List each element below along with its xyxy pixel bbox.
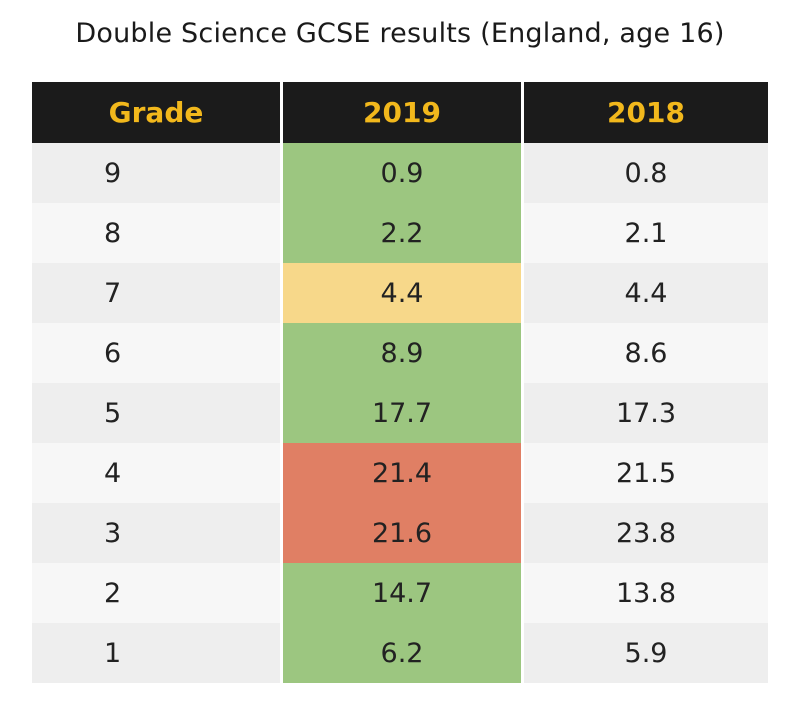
table-row: 3 21.6 23.8 [32,503,768,563]
value-2019-cell: 21.4 [283,443,521,503]
chart-title: Double Science GCSE results (England, ag… [75,18,725,49]
grade-cell: 9 [32,143,280,203]
header-grade: Grade [32,82,280,143]
grade-cell: 4 [32,443,280,503]
value-2018-cell: 13.8 [524,563,768,623]
table-row: 4 21.4 21.5 [32,443,768,503]
value-2019-cell: 14.7 [283,563,521,623]
value-2019-cell: 21.6 [283,503,521,563]
value-2019-cell: 0.9 [283,143,521,203]
value-2019-cell: 6.2 [283,623,521,683]
table-row: 1 6.2 5.9 [32,623,768,683]
value-2018-cell: 23.8 [524,503,768,563]
grade-cell: 8 [32,203,280,263]
table-row: 7 4.4 4.4 [32,263,768,323]
value-2018-cell: 4.4 [524,263,768,323]
value-2019-cell: 4.4 [283,263,521,323]
grade-cell: 2 [32,563,280,623]
value-2018-cell: 21.5 [524,443,768,503]
value-2018-cell: 2.1 [524,203,768,263]
table-header-row: Grade 2019 2018 [32,82,768,143]
value-2018-cell: 0.8 [524,143,768,203]
table-body: 9 0.9 0.8 8 2.2 2.1 7 4.4 4.4 6 8.9 8.6 5 17.7 17.3 4 21… [32,143,768,683]
table-row: 6 8.9 8.6 [32,323,768,383]
header-2019: 2019 [283,82,521,143]
value-2018-cell: 8.6 [524,323,768,383]
grade-cell: 6 [32,323,280,383]
grade-cell: 3 [32,503,280,563]
value-2018-cell: 5.9 [524,623,768,683]
grade-cell: 7 [32,263,280,323]
table-row: 8 2.2 2.1 [32,203,768,263]
value-2019-cell: 2.2 [283,203,521,263]
grade-cell: 1 [32,623,280,683]
table-row: 9 0.9 0.8 [32,143,768,203]
value-2018-cell: 17.3 [524,383,768,443]
table-row: 5 17.7 17.3 [32,383,768,443]
value-2019-cell: 17.7 [283,383,521,443]
header-2018: 2018 [524,82,768,143]
table-row: 2 14.7 13.8 [32,563,768,623]
grade-cell: 5 [32,383,280,443]
value-2019-cell: 8.9 [283,323,521,383]
results-table: Grade 2019 2018 9 0.9 0.8 8 2.2 2.1 7 4.4 4.4 6 8.… [32,82,768,683]
